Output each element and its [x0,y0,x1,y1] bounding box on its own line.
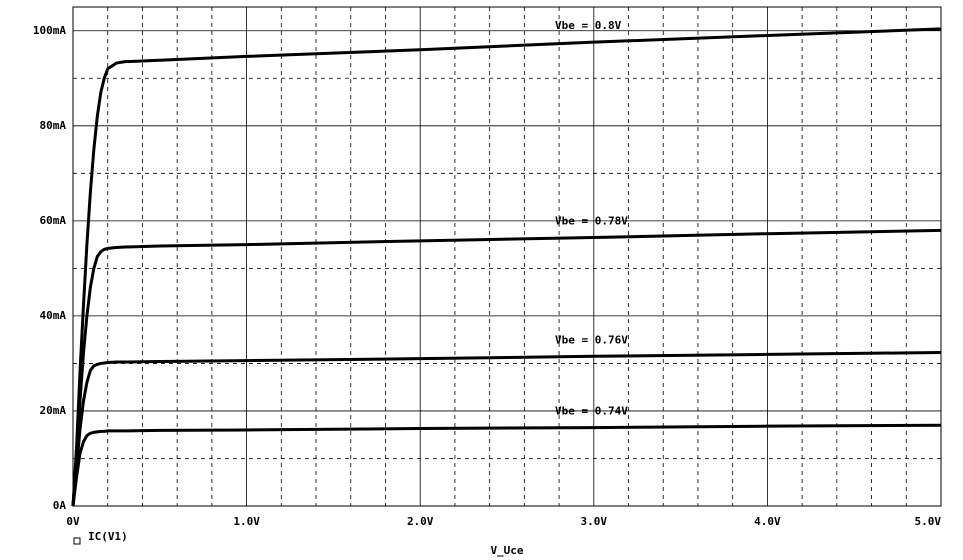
curve [71,350,942,507]
y-tick-label: 100mA [33,24,66,37]
plot-frame [72,6,942,507]
x-tick-label: 1.0V [233,515,260,528]
x-tick-label: 4.0V [754,515,781,528]
x-tick-label: 2.0V [407,515,434,528]
legend-marker [73,537,81,545]
y-tick-label: 60mA [40,214,67,227]
y-tick-label: 20mA [40,404,67,417]
curve [71,423,942,507]
curve [71,27,942,507]
curve-annotation: Vbe = 0.76V [555,333,628,346]
curve-annotation: Vbe = 0.74V [555,405,628,418]
x-axis-label: V_Uce [490,544,523,557]
x-tick-label: 0V [66,515,80,528]
legend-label: IC(V1) [88,530,128,543]
curve-annotation: Vbe = 0.78V [555,214,628,227]
curve-annotation: Vbe = 0.8V [555,19,622,32]
curve [71,228,942,507]
x-tick-label: 5.0V [915,515,942,528]
y-tick-label: 80mA [40,119,67,132]
x-tick-label: 3.0V [581,515,608,528]
y-tick-label: 40mA [40,309,67,322]
y-tick-label: 0A [53,499,67,512]
